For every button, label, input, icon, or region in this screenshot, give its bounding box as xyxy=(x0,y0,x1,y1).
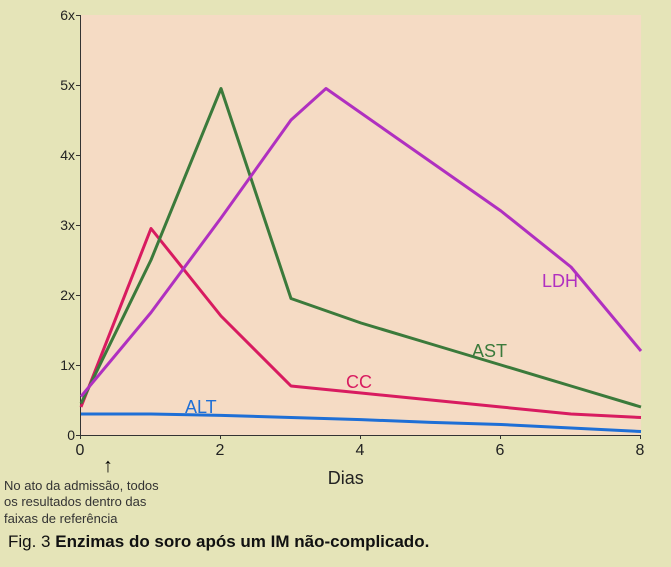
ytick-mark xyxy=(76,225,80,226)
xtick-label: 4 xyxy=(356,442,365,460)
ytick-mark xyxy=(76,295,80,296)
xtick-mark xyxy=(220,435,221,439)
x-axis-label: Dias xyxy=(328,468,364,489)
series-label-ldh: LDH xyxy=(542,271,578,292)
caption-bold: Enzimas do soro após um IM não-complicad… xyxy=(55,532,429,551)
ytick-mark xyxy=(76,85,80,86)
admission-line3: faixas de referência xyxy=(4,511,117,526)
chart-container: 01x2x3x4x5x6x 02468 Dias ↑ ALTCCASTLDH xyxy=(20,10,650,470)
ytick-label: 3x xyxy=(45,217,75,233)
ytick-label: 1x xyxy=(45,357,75,373)
series-label-ast: AST xyxy=(472,341,507,362)
series-label-cc: CC xyxy=(346,372,372,393)
ytick-label: 5x xyxy=(45,77,75,93)
ytick-label: 4x xyxy=(45,147,75,163)
admission-arrow-icon: ↑ xyxy=(103,456,113,476)
ytick-label: 6x xyxy=(45,7,75,23)
ytick-mark xyxy=(76,155,80,156)
figure-caption: Fig. 3 Enzimas do soro após um IM não-co… xyxy=(8,532,429,552)
ytick-label: 2x xyxy=(45,287,75,303)
series-alt xyxy=(81,414,641,432)
series-label-alt: ALT xyxy=(185,397,217,418)
xtick-mark xyxy=(80,435,81,439)
xtick-mark xyxy=(360,435,361,439)
ytick-mark xyxy=(76,365,80,366)
admission-note: No ato da admissão, todos os resultados … xyxy=(4,478,204,527)
xtick-label: 2 xyxy=(216,442,225,460)
xtick-label: 8 xyxy=(636,442,645,460)
xtick-label: 6 xyxy=(496,442,505,460)
caption-prefix: Fig. 3 xyxy=(8,532,55,551)
series-ldh xyxy=(81,89,641,397)
admission-line2: os resultados dentro das xyxy=(4,494,146,509)
ytick-label: 0 xyxy=(45,427,75,443)
xtick-label: 0 xyxy=(76,442,85,460)
xtick-mark xyxy=(640,435,641,439)
admission-line1: No ato da admissão, todos xyxy=(4,478,159,493)
page-root: 0 1x 2x 3x 4x 5x 6x 0 2 4 6 8 Dias ↑ ALT CC AST LDH N… xyxy=(0,0,671,567)
xtick-mark xyxy=(500,435,501,439)
ytick-mark xyxy=(76,15,80,16)
